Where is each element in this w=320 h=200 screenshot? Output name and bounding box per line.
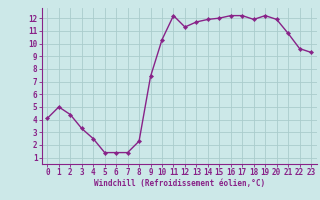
X-axis label: Windchill (Refroidissement éolien,°C): Windchill (Refroidissement éolien,°C) [94,179,265,188]
